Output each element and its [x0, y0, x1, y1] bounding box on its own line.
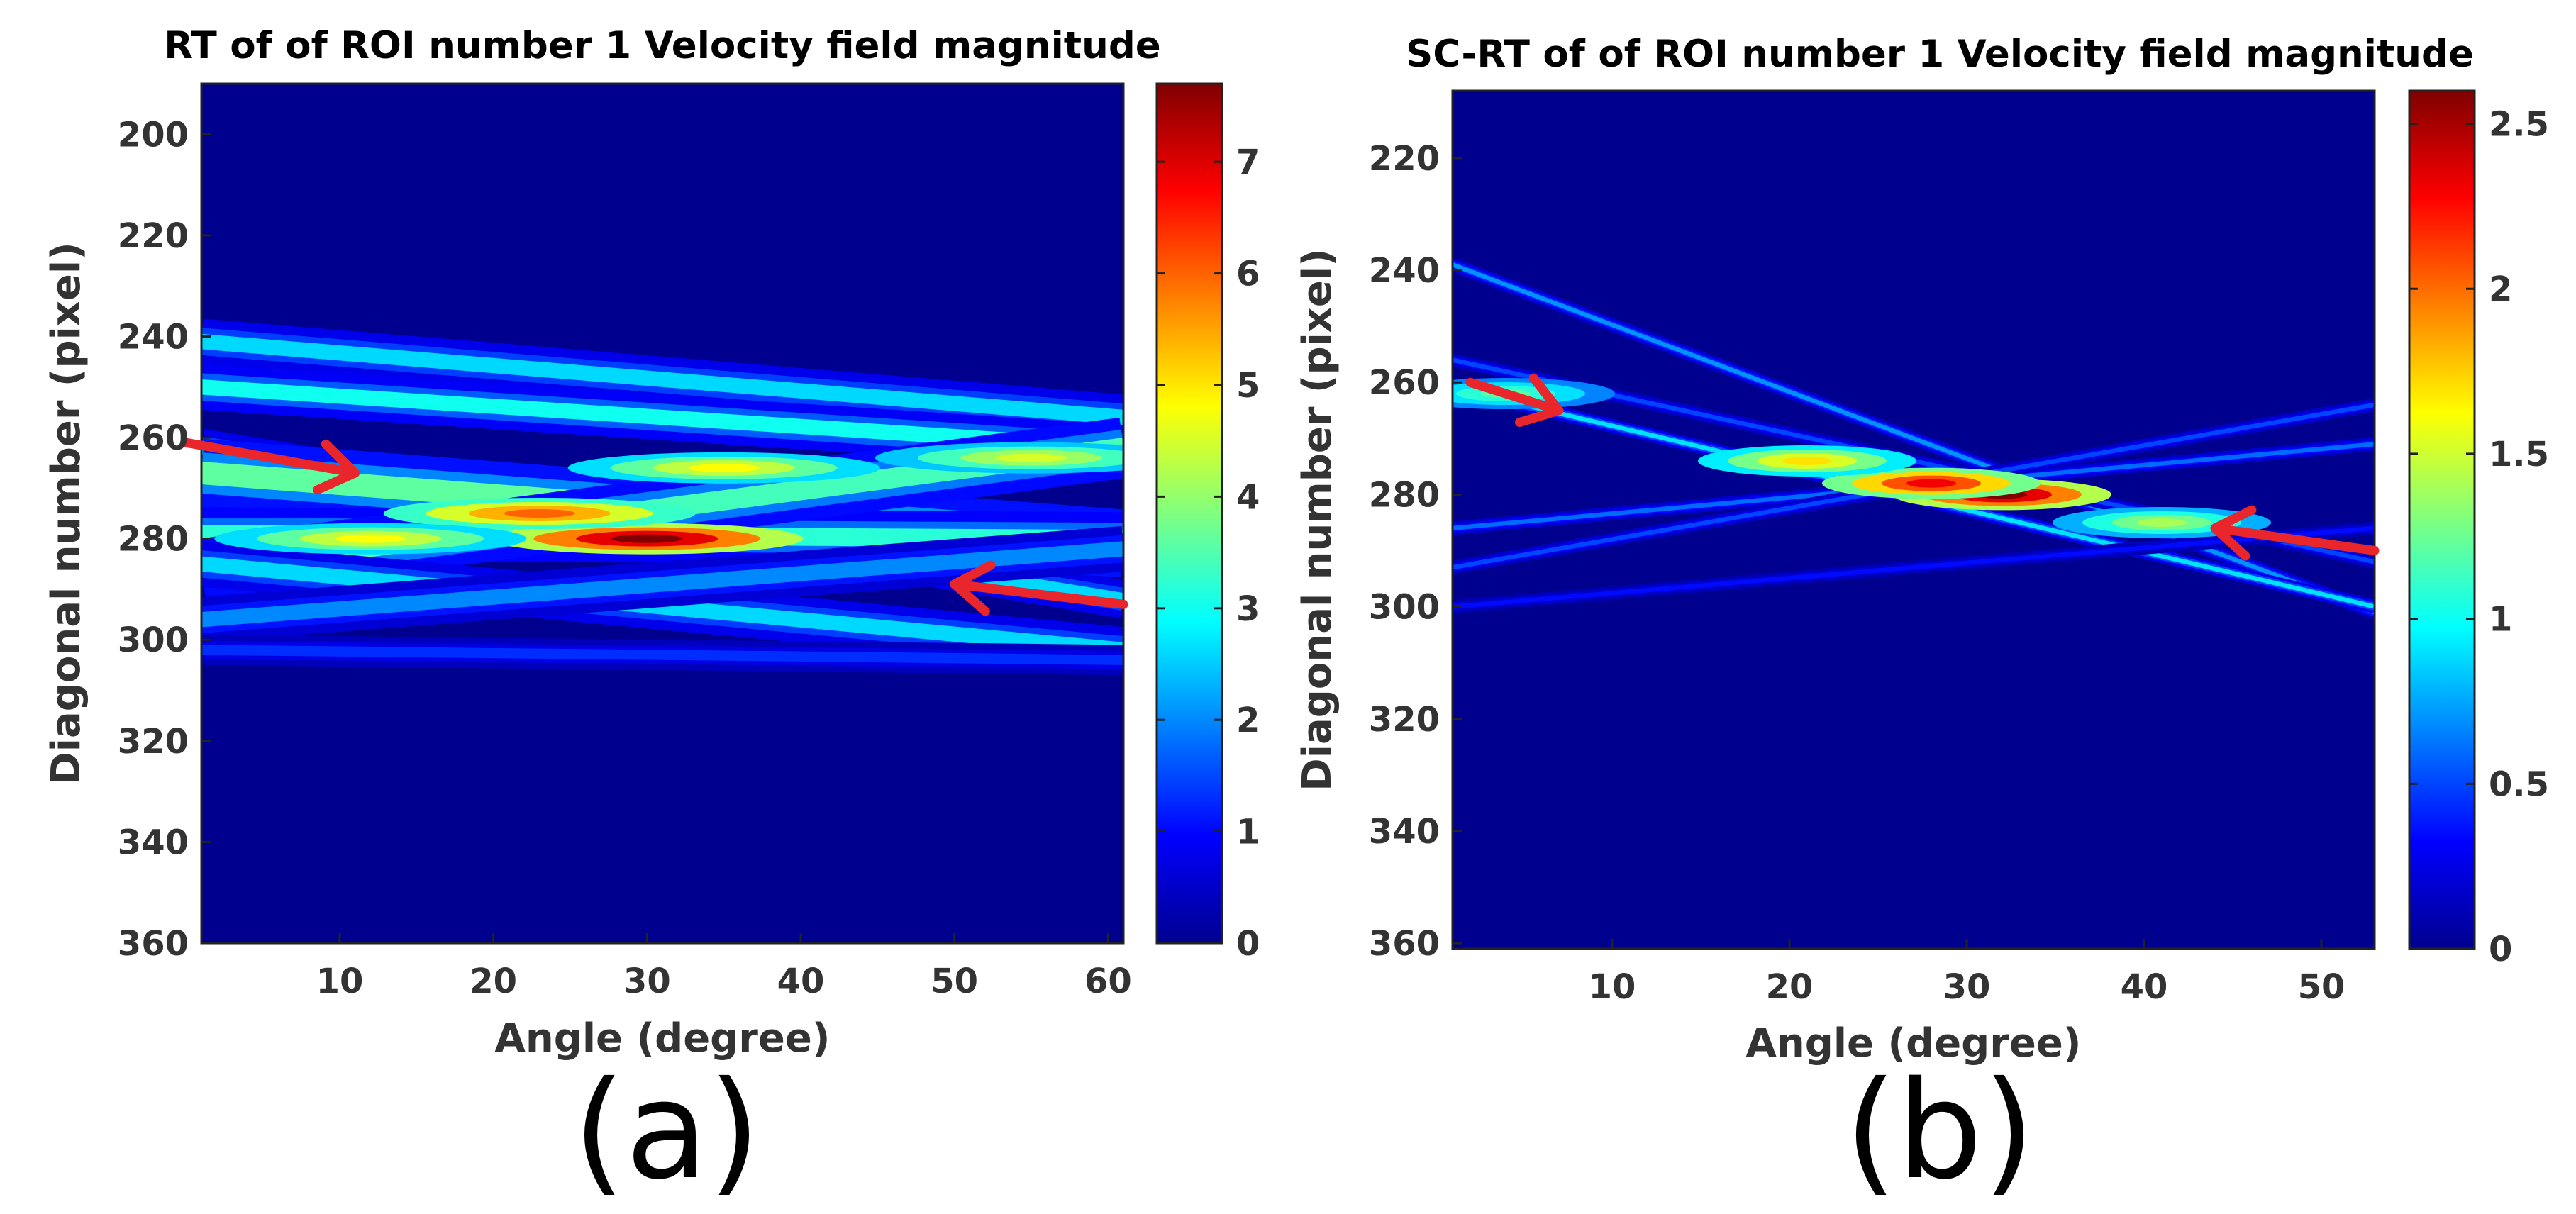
x-tick-label: 20	[1766, 967, 1814, 1007]
heatmap-hotspot-1-layer-3	[1906, 479, 1956, 488]
colorbar-ticks: 0 0.5 1 1.5 2 2.5	[2409, 105, 2549, 969]
heatmap-hotspot-0-layer-3	[611, 534, 683, 543]
y-tick-label: 280	[1369, 475, 1440, 515]
y-tick-label: 340	[118, 823, 189, 862]
heatmap-band-8-layer-2	[201, 645, 1123, 665]
heatmap-hotspot-4-layer-3	[335, 534, 406, 543]
plot-frame	[200, 82, 1125, 945]
colorbar-tick-label: 0	[1236, 924, 1260, 964]
y-tick-label: 320	[1369, 700, 1440, 740]
panel-label: (a)	[573, 1052, 761, 1209]
colorbar-tick-label: 1.5	[2489, 435, 2549, 474]
annotation-arrow-1	[950, 560, 1128, 616]
annotation-arrow-0	[181, 438, 360, 495]
y-tick-label: 300	[118, 620, 189, 660]
chart-panel-b: SC-RT of of ROI number 1 Velocity field …	[1294, 33, 2549, 1209]
chart-panel-a: RT of of ROI number 1 Velocity field mag…	[43, 24, 1260, 1209]
x-axis-label: Angle (degree)	[1746, 1020, 2082, 1067]
y-tick-label: 240	[1369, 251, 1440, 291]
colorbar-tick-label: 2	[1236, 701, 1260, 740]
annotation-arrows	[181, 438, 1128, 616]
colorbar-tick-label: 3	[1236, 589, 1260, 629]
heatmap-band-7-layer-2	[201, 541, 1123, 628]
colorbar-tick-label: 2.5	[2489, 105, 2549, 145]
annotation-arrow-1	[2210, 505, 2380, 561]
y-tick-label: 200	[118, 115, 189, 155]
y-tick-label: 260	[1369, 363, 1440, 403]
x-axis: 10 20 30 40 50	[1589, 939, 2345, 1007]
heatmap-hotspot-2-layer-3	[1782, 456, 1832, 465]
y-tick-label: 360	[1369, 924, 1440, 964]
colorbar-tick-label: 1	[1236, 813, 1260, 852]
y-tick-label: 320	[118, 722, 189, 762]
colorbar-tick-label: 4	[1236, 477, 1260, 517]
heatmap-hotspot-2-layer-3	[688, 463, 760, 472]
colorbar-tick-label: 0	[2489, 930, 2512, 969]
colorbar	[1155, 82, 1223, 945]
colorbar-tick-label: 0.5	[2489, 764, 2549, 804]
colorbar-tick-label: 5	[1236, 366, 1260, 406]
colorbar	[2408, 89, 2476, 950]
x-tick-label: 40	[2121, 967, 2168, 1007]
colorbar-tick-label: 1	[2489, 600, 2512, 640]
x-axis-label: Angle (degree)	[495, 1015, 831, 1062]
chart-title: RT of of ROI number 1 Velocity field mag…	[164, 24, 1161, 67]
heatmap-band-0-layer-2	[1453, 262, 2375, 615]
y-tick-label: 300	[1369, 588, 1440, 628]
heatmap-band-0-layer-2	[201, 333, 1123, 425]
y-tick-label: 240	[118, 317, 189, 357]
y-tick-label: 220	[118, 216, 189, 256]
annotation-arrow-0	[1465, 373, 1564, 428]
x-tick-label: 30	[623, 962, 671, 1001]
annotation-arrows	[1465, 373, 2380, 561]
y-axis-label: Diagonal number (pixel)	[43, 242, 89, 784]
y-tick-label: 280	[118, 520, 189, 559]
colorbar-tick-label: 7	[1236, 143, 1260, 182]
y-axis: 200 220 240 260 280 300 320 340 360	[118, 115, 211, 964]
x-tick-label: 10	[316, 962, 364, 1001]
x-tick-label: 30	[1943, 967, 1991, 1007]
x-tick-label: 20	[470, 962, 517, 1001]
panel-label: (b)	[1845, 1052, 2036, 1209]
heatmap-hotspots	[214, 442, 1123, 555]
x-axis: 10 20 30 40 50 60	[316, 933, 1132, 1001]
x-tick-label: 60	[1084, 962, 1132, 1001]
y-tick-label: 220	[1369, 139, 1440, 179]
x-tick-label: 50	[931, 962, 978, 1001]
y-tick-label: 260	[118, 418, 189, 458]
x-tick-label: 50	[2298, 967, 2345, 1007]
colorbar-tick-label: 6	[1236, 255, 1260, 294]
x-tick-label: 10	[1589, 967, 1636, 1007]
colorbar-tick-label: 2	[2489, 269, 2512, 309]
heatmap-hotspot-1-layer-3	[504, 509, 575, 518]
heatmap-hotspot-3-layer-3	[996, 453, 1067, 462]
heatmap-band-5-layer-2	[1453, 525, 2375, 609]
x-tick-label: 40	[777, 962, 825, 1001]
y-axis: 220 240 260 280 300 320 340 360	[1369, 139, 1462, 964]
heatmap-hotspot-3-layer-3	[2137, 518, 2187, 527]
y-tick-label: 360	[118, 924, 189, 964]
y-tick-label: 340	[1369, 812, 1440, 852]
y-axis-label: Diagonal number (pixel)	[1294, 248, 1340, 791]
chart-title: SC-RT of of ROI number 1 Velocity field …	[1406, 33, 2474, 76]
plot-frame	[1451, 89, 2376, 950]
colorbar-ticks: 0 1 2 3 4 5 6 7	[1157, 143, 1260, 964]
